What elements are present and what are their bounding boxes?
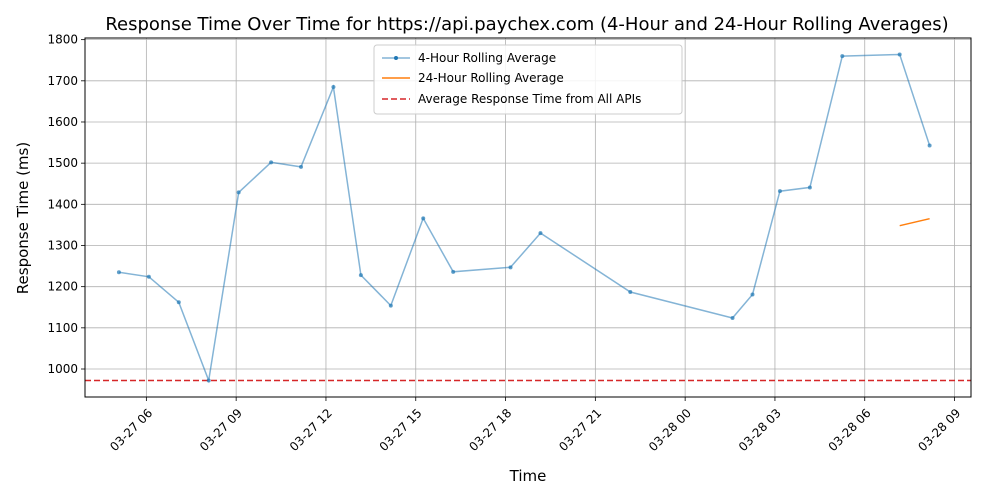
x-tick-label: 03-28 03 <box>736 406 784 454</box>
y-tick-label: 1000 <box>47 362 78 376</box>
legend-label-overall-average: Average Response Time from All APIs <box>418 92 641 106</box>
data-point-4h <box>146 274 151 279</box>
data-point-4h <box>508 265 513 270</box>
data-point-4h <box>451 269 456 274</box>
data-point-4h <box>299 164 304 169</box>
data-point-4h <box>927 143 932 148</box>
y-tick-label: 1200 <box>47 280 78 294</box>
y-tick-label: 1600 <box>47 115 78 129</box>
legend: 4-Hour Rolling Average 24-Hour Rolling A… <box>373 44 683 115</box>
y-tick-label: 1400 <box>47 197 78 211</box>
x-tick-label: 03-28 00 <box>646 406 694 454</box>
legend-label-4h: 4-Hour Rolling Average <box>418 51 556 65</box>
y-axis-label: Response Time (ms) <box>14 142 32 294</box>
data-point-4h <box>116 270 121 275</box>
x-tick-label: 03-27 09 <box>197 406 245 454</box>
legend-label-24h: 24-Hour Rolling Average <box>418 71 564 85</box>
data-point-4h <box>206 378 211 383</box>
data-point-4h <box>840 54 845 59</box>
x-tick-label: 03-27 21 <box>556 406 604 454</box>
x-tick-label: 03-28 09 <box>915 406 963 454</box>
data-point-4h <box>538 231 543 236</box>
chart-title: Response Time Over Time for https://api.… <box>105 14 948 35</box>
y-tick-label: 1800 <box>47 33 78 47</box>
y-tick-label: 1500 <box>47 156 78 170</box>
data-point-4h <box>777 189 782 194</box>
data-point-4h <box>176 300 181 305</box>
x-tick-label: 03-27 18 <box>466 406 514 454</box>
legend-box <box>373 44 683 115</box>
x-tick-label: 03-27 12 <box>287 406 335 454</box>
data-point-4h <box>807 185 812 190</box>
y-tick-label: 1100 <box>47 321 78 335</box>
series-line-24h <box>899 217 930 227</box>
x-tick-label: 03-27 06 <box>107 406 155 454</box>
y-tick-label: 1700 <box>47 74 78 88</box>
data-point-4h <box>388 303 393 308</box>
data-point-4h <box>269 160 274 165</box>
data-point-4h <box>358 273 363 278</box>
data-point-4h <box>730 315 735 320</box>
data-point-4h <box>331 84 336 89</box>
data-point-4h <box>750 292 755 297</box>
legend-marker-4h <box>394 56 398 60</box>
data-point-4h <box>421 216 426 221</box>
data-point-4h <box>236 190 241 195</box>
grid-lines <box>85 38 971 397</box>
y-tick-label: 1300 <box>47 238 78 252</box>
series-layer <box>85 52 971 384</box>
series-line-4h <box>118 53 931 384</box>
data-point-4h <box>628 290 633 295</box>
x-axis-label: Time <box>509 467 547 485</box>
x-tick-label: 03-27 15 <box>377 406 425 454</box>
plot-frame <box>84 37 972 398</box>
x-tick-label: 03-28 06 <box>826 406 874 454</box>
data-point-4h <box>897 52 902 57</box>
